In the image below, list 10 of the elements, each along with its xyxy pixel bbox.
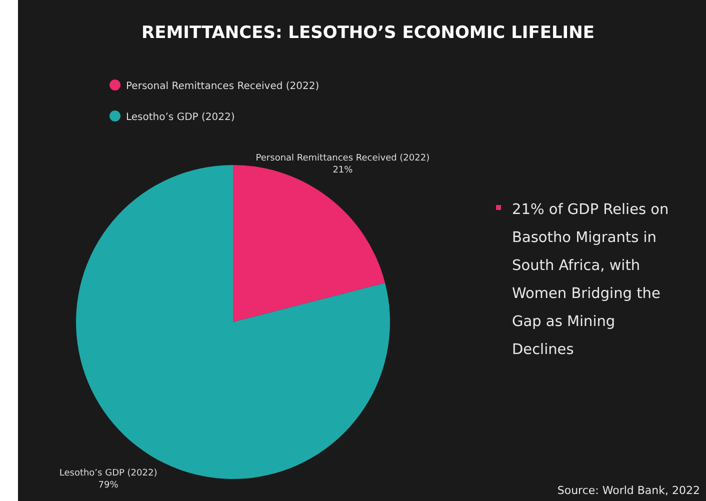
text: 21% of GDP Relies on Basotho Migrants in South Africa, with Women Bridging the Gap as Mining Declines [512, 202, 669, 358]
legend-label: Lesotho’s GDP (2022) [126, 112, 235, 123]
pie-slice [233, 165, 386, 322]
source-note: Source: World Bank, 2022 [557, 484, 700, 497]
chart-title: REMITTANCES: LESOTHO’S ECONOMIC LIFELINE [142, 23, 594, 43]
data-label: 79% [98, 480, 119, 490]
slice-label: Personal Remittances Received (2022) [256, 154, 430, 164]
data-label: 21% [332, 166, 354, 176]
legend-label: Personal Remittances Received (2022) [126, 81, 320, 92]
slice-label: Lesotho’s GDP (2022) [59, 468, 158, 478]
